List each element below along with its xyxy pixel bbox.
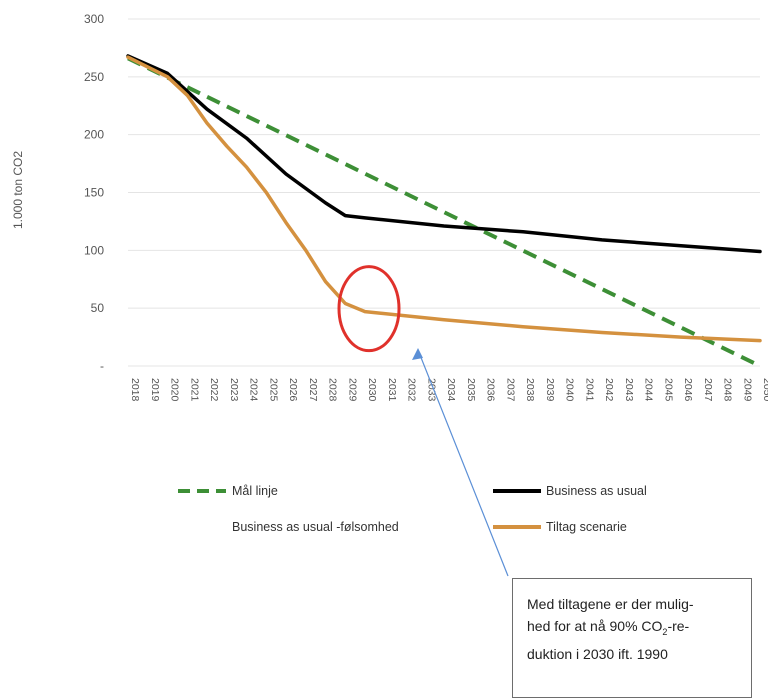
series-layer: [126, 54, 762, 368]
legend-label-business-as-usual-folsomhed: Business as usual -følsomhed: [232, 520, 399, 534]
y-tick-label: 250: [84, 70, 104, 84]
y-tick-label: 150: [84, 186, 104, 200]
x-tick-label: 2032: [406, 378, 418, 402]
y-tick-label: -: [100, 359, 104, 373]
x-tick-label: 2028: [327, 378, 339, 402]
series-line-0: [127, 56, 761, 368]
y-axis-ticks: 300 250 200 150 100 50 -: [84, 12, 104, 373]
x-tick-label: 2049: [741, 378, 753, 402]
x-tick-label: 2044: [643, 378, 655, 402]
x-tick-label: 2031: [386, 378, 398, 402]
grid-layer: [128, 18, 760, 367]
x-tick-label: 2029: [346, 378, 358, 402]
x-tick-label: 2022: [208, 378, 220, 402]
x-tick-label: 2030: [366, 378, 378, 402]
callout-box: Med tiltagene er der mulig- hed for at n…: [512, 578, 752, 698]
callout-line-2: hed for at nå 90% CO2-re-: [527, 618, 690, 637]
x-tick-label: 2043: [623, 378, 635, 402]
x-tick-label: 2050: [761, 378, 768, 402]
callout-line-3: duktion i 2030 ift. 1990: [527, 645, 668, 662]
legend-label-tiltag-scenarie: Tiltag scenarie: [546, 520, 627, 534]
callout-arrow: [417, 349, 509, 577]
y-axis-label: 1.000 ton CO2: [11, 151, 25, 229]
x-tick-label: 2038: [524, 378, 536, 402]
highlight-layer: [337, 265, 401, 353]
x-tick-label: 2045: [662, 378, 674, 402]
chart: 300 250 200 150 100 50- 2018 2019 2020 2021 2022 2…: [11, 12, 768, 698]
x-tick-label: 2018: [129, 378, 141, 402]
x-axis-ticks: 2018 2019 2020 2021 2022 2023 2024 2025 2026 2027…: [129, 378, 768, 402]
legend-label-mal-linje: Mål linje: [232, 484, 278, 498]
x-tick-label: 2042: [603, 378, 615, 402]
x-tick-label: 2019: [149, 378, 161, 402]
callout-arrowhead: [412, 348, 423, 360]
x-tick-label: 2035: [465, 378, 477, 402]
x-tick-label: 2037: [504, 378, 516, 402]
x-tick-label: 2033: [425, 378, 437, 402]
x-tick-label: 2048: [722, 378, 734, 402]
series-line-3: [126, 55, 762, 343]
x-tick-label: 2046: [682, 378, 694, 402]
highlight-circle: [337, 265, 401, 353]
series-line-1: [126, 54, 762, 254]
y-tick-label: 50: [91, 301, 105, 315]
legend: Mål linje Business as usual Business as …: [178, 484, 647, 534]
x-tick-label: 2026: [287, 378, 299, 402]
x-tick-label: 2023: [228, 378, 240, 402]
x-tick-label: 2047: [702, 378, 714, 402]
x-tick-label: 2020: [169, 378, 181, 402]
legend-label-business-as-usual: Business as usual: [546, 484, 647, 498]
y-tick-label: 300: [84, 12, 104, 26]
x-tick-label: 2021: [188, 378, 200, 402]
x-tick-label: 2025: [267, 378, 279, 402]
x-tick-label: 2040: [564, 378, 576, 402]
callout-line-1: Med tiltagene er der mulig-: [527, 596, 694, 612]
x-tick-label: 2036: [485, 378, 497, 402]
x-tick-label: 2039: [544, 378, 556, 402]
y-tick-label: 200: [84, 128, 104, 142]
x-tick-label: 2034: [445, 378, 457, 402]
x-tick-label: 2027: [307, 378, 319, 402]
x-tick-label: 2024: [248, 378, 260, 402]
y-tick-label: 100: [84, 243, 104, 257]
x-tick-label: 2041: [583, 378, 595, 402]
